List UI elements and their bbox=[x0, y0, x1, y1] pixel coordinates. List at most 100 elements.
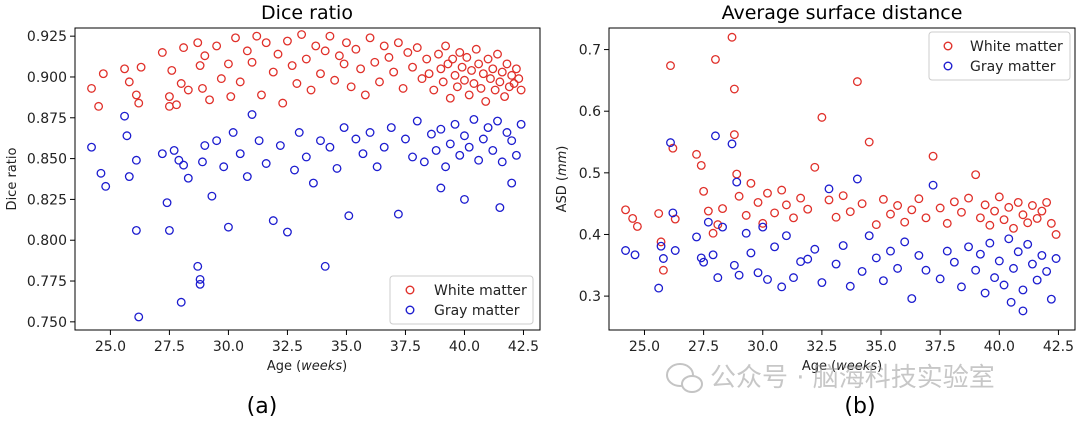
panel-b-point-gray-matter bbox=[1032, 275, 1042, 285]
panel-a-point-white-matter bbox=[157, 48, 167, 57]
panel-b-point-white-matter bbox=[994, 192, 1004, 202]
panel-b-point-gray-matter bbox=[703, 217, 713, 227]
panel-a-point-white-matter bbox=[297, 30, 307, 39]
panel-a-point-white-matter bbox=[334, 51, 344, 61]
panel-b-point-white-matter bbox=[999, 215, 1009, 225]
panel-a-point-gray-matter bbox=[176, 297, 186, 307]
panel-a-point-white-matter bbox=[379, 41, 389, 51]
panel-b-point-white-matter bbox=[900, 217, 910, 227]
panel-a-xtick-label: 40.0 bbox=[449, 339, 480, 355]
panel-b-point-white-matter bbox=[824, 195, 834, 205]
panel-a-point-gray-matter bbox=[120, 111, 130, 121]
panel-b-point-gray-matter bbox=[838, 241, 848, 251]
panel-a-point-white-matter bbox=[346, 82, 356, 92]
panel-b-point-gray-matter bbox=[831, 259, 841, 269]
panel-a-xtick-label: 32.5 bbox=[272, 339, 303, 355]
panel-b-xtick-label: 37.5 bbox=[925, 339, 956, 355]
panel-b-point-white-matter bbox=[656, 237, 666, 247]
panel-a-point-white-matter bbox=[134, 98, 144, 108]
panel-b-point-gray-matter bbox=[763, 275, 772, 284]
panel-b-point-gray-matter bbox=[1018, 285, 1028, 295]
panel-a-point-white-matter bbox=[339, 59, 349, 69]
panel-a-point-white-matter bbox=[316, 69, 325, 79]
panel-a-point-white-matter bbox=[393, 38, 403, 48]
panel-b-point-gray-matter bbox=[630, 250, 640, 260]
panel-b-point-white-matter bbox=[628, 213, 638, 223]
watermark-text: 公众号 · 脑海科技实验室 bbox=[710, 363, 995, 393]
panel-a-point-gray-matter bbox=[228, 128, 238, 137]
panel-a-point-white-matter bbox=[212, 41, 222, 51]
panel-b-xtick-label: 30.0 bbox=[747, 339, 778, 355]
panel-b-point-white-matter bbox=[729, 130, 739, 140]
panel-a-point-white-matter bbox=[481, 97, 491, 106]
panel-b-point-white-matter bbox=[1027, 201, 1037, 210]
panel-a-title: Dice ratio bbox=[261, 2, 353, 24]
panel-a-point-gray-matter bbox=[426, 129, 436, 139]
panel-a-point-white-matter bbox=[422, 54, 432, 64]
panel-b-point-gray-matter bbox=[990, 273, 1000, 283]
panel-b-point-gray-matter bbox=[789, 273, 798, 283]
panel-b-point-white-matter bbox=[699, 186, 709, 196]
panel-b-point-gray-matter bbox=[921, 265, 931, 275]
panel-b-point-white-matter bbox=[796, 193, 806, 203]
panel-a-plot-area bbox=[74, 27, 541, 331]
panel-b-point-white-matter bbox=[857, 199, 867, 209]
panel-a-point-white-matter bbox=[205, 95, 214, 105]
panel-a-point-white-matter bbox=[87, 83, 96, 93]
panel-b-point-white-matter bbox=[758, 218, 768, 228]
panel-b-point-white-matter bbox=[803, 204, 813, 214]
panel-b-point-white-matter bbox=[696, 160, 706, 170]
panel-a-xtick-label: 25.0 bbox=[95, 339, 126, 355]
panel-b-point-gray-matter bbox=[980, 288, 990, 298]
panel-a-point-white-matter bbox=[164, 92, 174, 102]
panel-a-point-white-matter bbox=[320, 46, 330, 56]
panel-b-point-gray-matter bbox=[957, 282, 966, 292]
panel-b-point-gray-matter bbox=[734, 270, 744, 280]
panel-a-point-gray-matter bbox=[294, 128, 304, 137]
panel-a-point-gray-matter bbox=[275, 141, 285, 150]
panel-a-point-white-matter bbox=[360, 90, 370, 100]
panel-b-xtick-label: 40.0 bbox=[984, 339, 1015, 355]
panel-b-ytick-label: 0.7 bbox=[579, 43, 601, 59]
panel-a-point-white-matter bbox=[500, 92, 510, 102]
panel-a-point-white-matter bbox=[495, 77, 505, 87]
panel-a-point-white-matter bbox=[424, 69, 434, 79]
panel-b-point-gray-matter bbox=[893, 263, 903, 273]
panel-a-point-white-matter bbox=[167, 65, 177, 75]
panel-b-point-white-matter bbox=[746, 178, 756, 188]
panel-a-point-gray-matter bbox=[344, 211, 354, 221]
panel-a-point-gray-matter bbox=[131, 155, 141, 165]
panel-a-legend-marker-gray bbox=[405, 305, 415, 315]
panel-b-point-white-matter bbox=[942, 218, 952, 228]
panel-b-ticks: 25.0 27.5 30.0 32.5 35.0 37.5 40.0 42.5 0.3 0.4 0.… bbox=[579, 43, 1074, 355]
panel-a-point-gray-matter bbox=[247, 110, 257, 119]
panel-a-point-gray-matter bbox=[488, 145, 498, 155]
panel-a-point-white-matter bbox=[443, 59, 453, 69]
panel-a-point-gray-matter bbox=[268, 216, 278, 226]
panel-b-point-white-matter bbox=[921, 213, 931, 223]
panel-a-point-gray-matter bbox=[351, 134, 361, 144]
panel-b-point-gray-matter bbox=[975, 249, 985, 259]
panel-b-point-white-matter bbox=[1037, 206, 1047, 216]
panel-a-point-white-matter bbox=[235, 77, 245, 87]
panel-a-point-white-matter bbox=[403, 48, 413, 57]
panel-a-point-white-matter bbox=[200, 51, 210, 61]
panel-a-xtick-label: 42.5 bbox=[508, 339, 539, 355]
panel-b-point-gray-matter bbox=[824, 184, 834, 194]
panel-a-point-white-matter bbox=[231, 33, 240, 43]
panel-a-point-white-matter bbox=[261, 38, 271, 48]
panel-b-point-gray-matter bbox=[803, 254, 813, 264]
panel-b-point-gray-matter bbox=[781, 231, 791, 241]
panel-b-point-gray-matter bbox=[770, 242, 780, 252]
panel-a-point-gray-matter bbox=[412, 116, 422, 126]
panel-a-point-white-matter bbox=[478, 69, 488, 79]
panel-a-point-white-matter bbox=[462, 52, 472, 62]
panel-a-point-gray-matter bbox=[516, 119, 526, 129]
panel-a-point-white-matter bbox=[384, 52, 394, 62]
panel-b-point-gray-matter bbox=[878, 276, 888, 286]
panel-a-point-gray-matter bbox=[174, 155, 184, 165]
panel-a-point-gray-matter bbox=[179, 160, 189, 170]
panel-a-point-gray-matter bbox=[207, 191, 217, 201]
panel-b-ytick-label: 0.4 bbox=[579, 227, 601, 243]
panel-a-point-white-matter bbox=[476, 83, 486, 93]
